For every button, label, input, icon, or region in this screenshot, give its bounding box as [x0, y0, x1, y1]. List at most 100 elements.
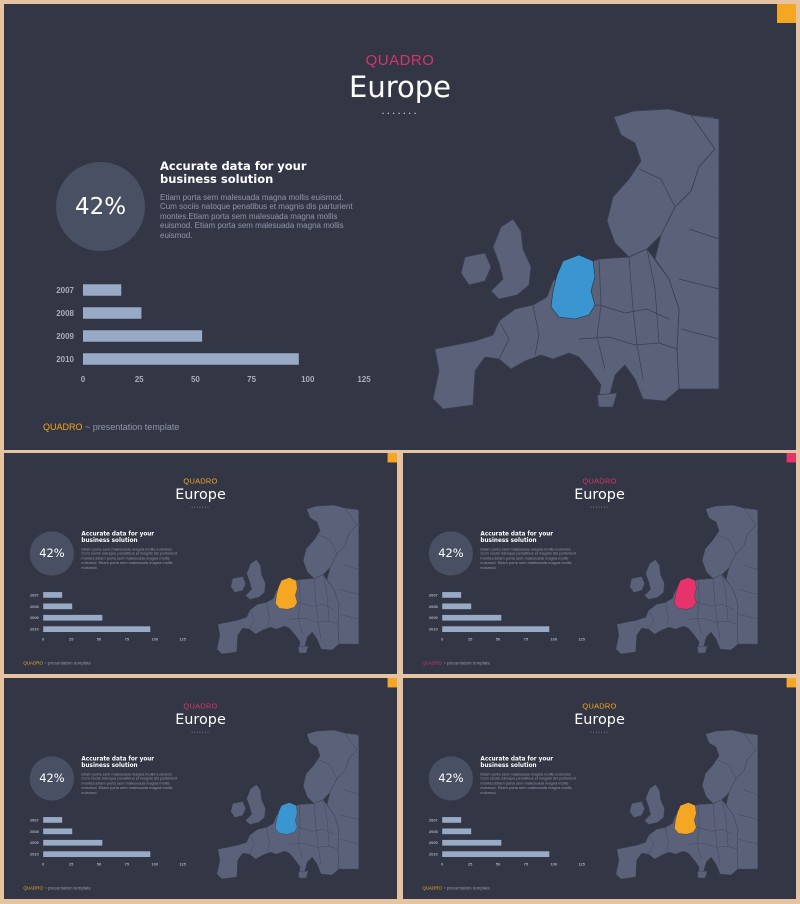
slide-thumb-2[interactable]: QUADRO Europe ....... 42% Accurate data … — [403, 453, 796, 674]
slide-content: QUADRO Europe ....... 42% Accurate data … — [403, 678, 796, 899]
tick-label: 25 — [69, 862, 74, 867]
bar-2009 — [442, 839, 502, 846]
bar-2010 — [442, 851, 550, 858]
category-label: 2008 — [56, 309, 74, 318]
tick-label: 25 — [468, 637, 473, 642]
body-text: Etiam porta sem malesuada magna mollis e… — [160, 193, 353, 240]
germany-highlight — [275, 577, 298, 610]
brand-label: QUADRO — [365, 52, 435, 69]
tick-label: 50 — [97, 862, 102, 867]
bar-2007 — [43, 817, 63, 823]
footer-brand: QUADRO — [43, 422, 83, 432]
footer-text: ~ presentation template — [42, 885, 91, 891]
category-label: 2009 — [56, 332, 74, 341]
percent-circle: 42% — [29, 531, 74, 576]
slide-thumb-3[interactable]: QUADRO Europe ....... 42% Accurate data … — [4, 678, 397, 899]
category-label: 2007 — [30, 592, 40, 597]
footer-brand: QUADRO — [422, 885, 442, 891]
slide-title: Europe — [349, 70, 451, 104]
category-label: 2009 — [30, 615, 40, 620]
slide-content: QUADRO Europe ....... 42% Accurate data … — [403, 453, 796, 674]
bar-2008 — [442, 828, 472, 835]
slide-title: Europe — [574, 485, 625, 503]
tick-label: 100 — [151, 637, 158, 642]
category-label: 2007 — [56, 286, 74, 295]
category-label: 2008 — [30, 604, 40, 609]
corner-accent — [786, 678, 796, 688]
europe-map — [216, 505, 359, 654]
slide-content: QUADRO Europe ....... 42% Accurate data … — [4, 678, 397, 899]
slide-main[interactable]: QUADRO Europe ....... 42% Accurate data … — [4, 4, 796, 450]
tick-label: 0 — [42, 862, 45, 867]
bar-2008 — [83, 307, 142, 319]
headline: Accurate data for your business solution — [480, 754, 554, 769]
category-label: 2009 — [429, 840, 439, 845]
category-label: 2010 — [30, 852, 40, 857]
tick-label: 125 — [179, 862, 186, 867]
category-label: 2010 — [56, 355, 74, 364]
footer: QUADRO ~ presentation template — [43, 422, 179, 432]
brand-label: QUADRO — [582, 476, 617, 486]
headline: Accurate data for your business solution — [480, 529, 554, 544]
tick-label: 100 — [550, 862, 557, 867]
tick-label: 100 — [151, 862, 158, 867]
tick-label: 0 — [42, 637, 45, 642]
category-label: 2010 — [30, 627, 40, 632]
map-land — [216, 505, 359, 654]
slide-content: QUADRO Europe ....... 42% Accurate data … — [4, 453, 397, 674]
tick-label: 25 — [468, 862, 473, 867]
title-dots: ....... — [381, 103, 419, 117]
map-borders — [498, 168, 720, 380]
category-label: 2008 — [30, 829, 40, 834]
slide-content: QUADRO Europe ....... 42% Accurate data … — [4, 4, 796, 450]
corner-accent — [777, 4, 796, 23]
corner-accent — [387, 453, 397, 463]
category-label: 2010 — [429, 852, 439, 857]
category-label: 2007 — [429, 817, 439, 822]
tick-label: 50 — [496, 637, 501, 642]
tick-label: 75 — [125, 862, 130, 867]
tick-label: 25 — [135, 375, 144, 384]
tick-label: 75 — [125, 637, 130, 642]
corner-accent — [786, 453, 796, 463]
brand-label: QUADRO — [183, 701, 218, 711]
europe-map — [615, 730, 758, 879]
bar-2010 — [442, 626, 550, 633]
germany-highlight — [674, 802, 697, 835]
tick-label: 75 — [524, 862, 529, 867]
footer: QUADRO ~ presentation template — [422, 660, 490, 665]
tick-label: 125 — [578, 637, 585, 642]
body-text: Etiam porta sem malesuada magna mollis e… — [480, 771, 576, 795]
category-label: 2009 — [30, 840, 40, 845]
bar-2007 — [83, 284, 122, 296]
footer-brand: QUADRO — [422, 660, 442, 666]
tick-label: 50 — [191, 375, 200, 384]
tick-label: 0 — [441, 862, 444, 867]
map-borders — [249, 534, 359, 640]
category-label: 2010 — [429, 627, 439, 632]
slide-thumb-1[interactable]: QUADRO Europe ....... 42% Accurate data … — [4, 453, 397, 674]
body-text: Etiam porta sem malesuada magna mollis e… — [81, 771, 177, 795]
tick-label: 25 — [69, 637, 74, 642]
map-land — [615, 730, 758, 879]
category-label: 2008 — [429, 604, 439, 609]
bar-2010 — [83, 353, 299, 365]
bar-2010 — [43, 851, 151, 858]
bar-2009 — [442, 614, 502, 621]
percent-circle: 42% — [56, 162, 145, 251]
footer-text: ~ presentation template — [42, 660, 91, 666]
germany-highlight — [550, 254, 596, 320]
map-land — [432, 109, 720, 409]
slide-thumb-4[interactable]: QUADRO Europe ....... 42% Accurate data … — [403, 678, 796, 899]
footer-text: ~ presentation template — [441, 660, 490, 666]
footer: QUADRO ~ presentation template — [422, 885, 490, 890]
footer-brand: QUADRO — [23, 885, 43, 891]
category-label: 2009 — [429, 615, 439, 620]
bar-2009 — [43, 839, 103, 846]
germany-highlight — [674, 577, 697, 610]
